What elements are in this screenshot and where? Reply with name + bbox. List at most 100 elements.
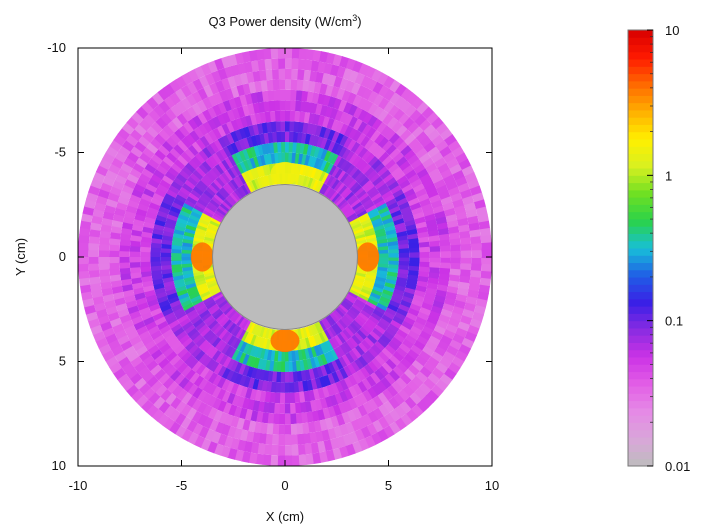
- colorbar-band: [628, 161, 653, 169]
- colorbar-band: [628, 415, 653, 423]
- heatmap-cell: [161, 256, 171, 261]
- heatmap-cell: [440, 251, 450, 258]
- y-tick-label: -10: [47, 40, 66, 55]
- heatmap-cell: [419, 252, 429, 258]
- colorbar-band: [628, 117, 653, 125]
- colorbar-band: [628, 270, 653, 278]
- heatmap-cell: [284, 372, 289, 383]
- colorbar-bands: [628, 30, 653, 467]
- hotspot: [356, 242, 379, 271]
- heatmap-cell: [284, 393, 290, 404]
- colorbar-band: [628, 52, 653, 60]
- colorbar-band: [628, 197, 653, 205]
- y-tick-label: 5: [59, 354, 66, 369]
- heatmap-cell: [284, 445, 292, 456]
- colorbar: 1010.10.01: [628, 23, 690, 474]
- colorbar-band: [628, 393, 653, 401]
- heatmap-cell: [450, 251, 460, 258]
- colorbar-band: [628, 204, 653, 212]
- colorbar-band: [628, 45, 653, 53]
- colorbar-band: [628, 342, 653, 350]
- colorbar-band: [628, 190, 653, 198]
- colorbar-band: [628, 292, 653, 300]
- colorbar-band: [628, 401, 653, 409]
- x-tick-label: -10: [69, 478, 88, 493]
- colorbar-tick-label: 0.01: [665, 459, 690, 474]
- y-axis-label: Y (cm): [13, 238, 28, 276]
- heatmap-cell: [284, 361, 289, 372]
- heatmap-cell: [281, 132, 286, 143]
- hotspot: [271, 162, 300, 185]
- heatmap-cell: [409, 252, 419, 257]
- colorbar-band: [628, 263, 653, 271]
- heatmap-cell: [399, 253, 409, 258]
- colorbar-band: [628, 110, 653, 118]
- x-axis-label: X (cm): [266, 509, 304, 524]
- colorbar-band: [628, 321, 653, 329]
- colorbar-band: [628, 81, 653, 89]
- heatmap-cell: [278, 69, 285, 80]
- heatmap-cell: [279, 90, 286, 101]
- colorbar-band: [628, 88, 653, 96]
- colorbar-band: [628, 255, 653, 263]
- colorbar-band: [628, 226, 653, 234]
- x-tick-label: 5: [385, 478, 392, 493]
- x-tick-label: -5: [176, 478, 188, 493]
- colorbar-band: [628, 241, 653, 249]
- hotspot: [191, 242, 214, 271]
- colorbar-band: [628, 95, 653, 103]
- colorbar-band: [628, 74, 653, 82]
- hotspot: [271, 329, 300, 352]
- colorbar-band: [628, 328, 653, 336]
- x-tick-label: 10: [485, 478, 499, 493]
- colorbar-band: [628, 284, 653, 292]
- heatmap-cell: [378, 253, 388, 257]
- y-tick-label: 10: [52, 458, 66, 473]
- colorbar-band: [628, 408, 653, 416]
- heatmap-cell: [182, 256, 192, 260]
- colorbar-band: [628, 335, 653, 343]
- heatmap-cell: [279, 79, 286, 90]
- colorbar-band: [628, 386, 653, 394]
- colorbar-band: [628, 124, 653, 132]
- heatmap-cell: [471, 250, 481, 258]
- heatmap-cell: [278, 58, 286, 69]
- colorbar-band: [628, 357, 653, 365]
- y-tick-label: -5: [54, 145, 66, 160]
- colorbar-band: [628, 313, 653, 321]
- colorbar-band: [628, 66, 653, 74]
- colorbar-band: [628, 233, 653, 241]
- bore-circle: [213, 185, 358, 330]
- colorbar-band: [628, 139, 653, 147]
- colorbar-tick-label: 0.1: [665, 314, 683, 329]
- heatmap-cell: [284, 382, 289, 393]
- colorbar-band: [628, 299, 653, 307]
- colorbar-band: [628, 168, 653, 176]
- heatmap-cell: [430, 252, 440, 258]
- colorbar-band: [628, 451, 653, 459]
- colorbar-band: [628, 103, 653, 111]
- colorbar-band: [628, 350, 653, 358]
- chart-title: Q3 Power density (W/cm3): [208, 13, 361, 29]
- colorbar-band: [628, 59, 653, 67]
- colorbar-band: [628, 146, 653, 154]
- colorbar-band: [628, 183, 653, 191]
- heatmap-cell: [284, 414, 291, 425]
- colorbar-band: [628, 459, 653, 467]
- heatmap-cell: [284, 403, 290, 414]
- heatmap-cell: [284, 424, 291, 435]
- colorbar-band: [628, 372, 653, 380]
- colorbar-band: [628, 212, 653, 220]
- colorbar-band: [628, 437, 653, 445]
- heatmap-cell: [88, 256, 98, 264]
- colorbar-band: [628, 306, 653, 314]
- colorbar-band: [628, 430, 653, 438]
- chart-title-close: ): [357, 14, 361, 29]
- colorbar-band: [628, 364, 653, 372]
- heatmap-cell: [281, 142, 286, 153]
- colorbar-band: [628, 30, 653, 38]
- colorbar-band: [628, 37, 653, 45]
- heatmap-cell: [99, 256, 109, 264]
- colorbar-tick-label: 1: [665, 168, 672, 183]
- heatmap-cell: [140, 256, 150, 262]
